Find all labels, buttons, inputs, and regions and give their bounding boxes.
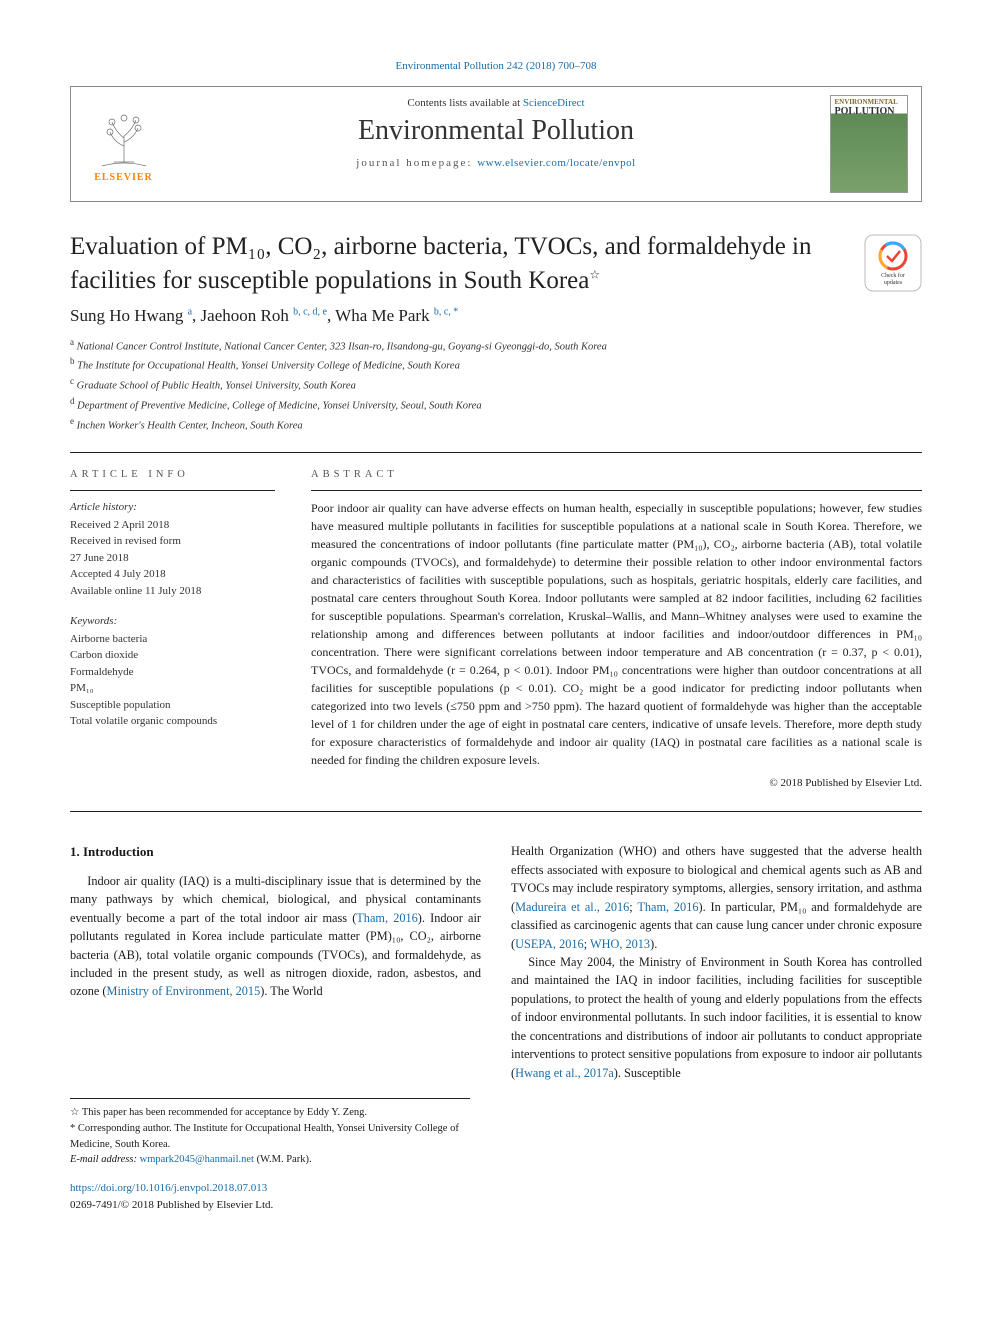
keyword: PM₁₀ [70, 680, 275, 697]
divider [311, 490, 922, 491]
body-columns: 1. Introduction Indoor air quality (IAQ)… [70, 842, 922, 1082]
author-2-sup[interactable]: b, c, d, e [293, 306, 327, 317]
citation-link[interactable]: Ministry of Environment, 2015 [107, 984, 261, 998]
author-2: , Jaehoon Roh [192, 306, 293, 325]
keywords-title: Keywords: [70, 613, 275, 630]
affiliation-d-text: Department of Preventive Medicine, Colle… [77, 400, 481, 411]
homepage-line: journal homepage: www.elsevier.com/locat… [176, 157, 816, 169]
email-name: (W.M. Park). [254, 1154, 312, 1165]
citation-link[interactable]: Tham, 2016 [356, 911, 418, 925]
affiliation-a: a National Cancer Control Institute, Nat… [70, 336, 922, 356]
history-line: Accepted 4 July 2018 [70, 566, 275, 583]
divider [70, 490, 275, 491]
text-run: ). Susceptible [614, 1066, 681, 1080]
keyword: Susceptible population [70, 697, 275, 714]
publisher-name: ELSEVIER [94, 172, 153, 183]
footnote-star: ☆ This paper has been recommended for ac… [70, 1105, 470, 1121]
author-1: Sung Ho Hwang [70, 306, 188, 325]
footnote-email: E-mail address: wmpark2045@hanmail.net (… [70, 1152, 470, 1168]
history-line: Received 2 April 2018 [70, 517, 275, 534]
journal-cover: ENVIRONMENTAL POLLUTION [816, 87, 921, 201]
footnotes-block: ☆ This paper has been recommended for ac… [70, 1098, 470, 1168]
title-text: Evaluation of PM₁₀, CO₂, airborne bacter… [70, 233, 811, 294]
affiliation-c: c Graduate School of Public Health, Yons… [70, 375, 922, 395]
body-column-left: 1. Introduction Indoor air quality (IAQ)… [70, 842, 481, 1082]
footnote-corresponding: * Corresponding author. The Institute fo… [70, 1121, 470, 1153]
body-column-right: Health Organization (WHO) and others hav… [511, 842, 922, 1082]
email-label: E-mail address: [70, 1154, 140, 1165]
article-title: Evaluation of PM₁₀, CO₂, airborne bacter… [70, 230, 850, 298]
citation-link[interactable]: WHO, 2013 [590, 937, 650, 951]
author-3-sup[interactable]: b, c, * [434, 306, 458, 317]
citation-link[interactable]: Environmental Pollution 242 (2018) 700–7… [395, 60, 596, 72]
history-line: Available online 11 July 2018 [70, 583, 275, 600]
svg-text:Check for: Check for [881, 272, 905, 279]
journal-header-bar: ELSEVIER Contents lists available at Sci… [70, 86, 922, 202]
abstract-column: ABSTRACT Poor indoor air quality can hav… [311, 469, 922, 789]
citation-link[interactable]: Madureira et al., 2016 [515, 900, 629, 914]
affiliations-block: a National Cancer Control Institute, Nat… [70, 336, 922, 435]
publisher-logo-block: ELSEVIER [71, 87, 176, 201]
homepage-prefix: journal homepage: [356, 157, 477, 169]
sciencedirect-link[interactable]: ScienceDirect [523, 97, 585, 109]
header-center: Contents lists available at ScienceDirec… [176, 87, 816, 201]
text-run: ). The World [260, 984, 322, 998]
cover-line2: POLLUTION [831, 106, 907, 119]
text-run: ). [650, 937, 657, 951]
check-updates-badge[interactable]: Check for updates [864, 234, 922, 292]
keyword: Carbon dioxide [70, 647, 275, 664]
author-3: , Wha Me Park [327, 306, 434, 325]
contents-prefix: Contents lists available at [407, 97, 522, 109]
affiliation-b-text: The Institute for Occupational Health, Y… [77, 361, 460, 372]
keywords-block: Keywords: Airborne bacteria Carbon dioxi… [70, 613, 275, 730]
cover-thumb-icon: ENVIRONMENTAL POLLUTION [830, 95, 908, 193]
affiliation-b: b The Institute for Occupational Health,… [70, 355, 922, 375]
affiliation-a-text: National Cancer Control Institute, Natio… [77, 341, 607, 352]
text-run: Since May 2004, the Ministry of Environm… [511, 955, 922, 1080]
affiliation-e-text: Inchen Worker's Health Center, Incheon, … [77, 420, 303, 431]
cover-line1: ENVIRONMENTAL [831, 96, 907, 106]
elsevier-tree-icon [92, 106, 156, 170]
homepage-link[interactable]: www.elsevier.com/locate/envpol [477, 157, 635, 169]
citation-link[interactable]: USEPA, 2016 [515, 937, 584, 951]
issn-line: 0269-7491/© 2018 Published by Elsevier L… [70, 1199, 273, 1211]
email-link[interactable]: wmpark2045@hanmail.net [140, 1154, 254, 1165]
citation-header: Environmental Pollution 242 (2018) 700–7… [70, 60, 922, 72]
copyright-line: © 2018 Published by Elsevier Ltd. [311, 777, 922, 789]
journal-name: Environmental Pollution [176, 115, 816, 147]
keyword: Airborne bacteria [70, 631, 275, 648]
article-info-column: ARTICLE INFO Article history: Received 2… [70, 469, 275, 789]
history-line: 27 June 2018 [70, 550, 275, 567]
svg-text:updates: updates [884, 280, 903, 286]
doi-link[interactable]: https://doi.org/10.1016/j.envpol.2018.07… [70, 1182, 267, 1194]
affiliation-e: e Inchen Worker's Health Center, Incheon… [70, 415, 922, 435]
intro-paragraph-1: Indoor air quality (IAQ) is a multi-disc… [70, 872, 481, 1001]
divider [70, 811, 922, 812]
intro-heading: 1. Introduction [70, 842, 481, 862]
page-footer: https://doi.org/10.1016/j.envpol.2018.07… [70, 1180, 922, 1213]
contents-line: Contents lists available at ScienceDirec… [176, 97, 816, 109]
abstract-text: Poor indoor air quality can have adverse… [311, 499, 922, 769]
authors-line: Sung Ho Hwang a, Jaehoon Roh b, c, d, e,… [70, 306, 922, 326]
history-title: Article history: [70, 499, 275, 516]
affiliation-c-text: Graduate School of Public Health, Yonsei… [77, 381, 356, 392]
affiliation-d: d Department of Preventive Medicine, Col… [70, 395, 922, 415]
citation-link[interactable]: Tham, 2016 [637, 900, 698, 914]
title-star-icon: ☆ [589, 267, 600, 281]
intro-paragraph-2: Since May 2004, the Ministry of Environm… [511, 953, 922, 1082]
title-block: Evaluation of PM₁₀, CO₂, airborne bacter… [70, 230, 922, 298]
intro-paragraph-1-cont: Health Organization (WHO) and others hav… [511, 842, 922, 953]
keyword: Formaldehyde [70, 664, 275, 681]
keyword: Total volatile organic compounds [70, 713, 275, 730]
citation-link[interactable]: Hwang et al., 2017a [515, 1066, 614, 1080]
article-info-label: ARTICLE INFO [70, 469, 275, 480]
history-block: Article history: Received 2 April 2018 R… [70, 499, 275, 599]
history-line: Received in revised form [70, 533, 275, 550]
meta-row: ARTICLE INFO Article history: Received 2… [70, 453, 922, 789]
abstract-label: ABSTRACT [311, 469, 922, 480]
